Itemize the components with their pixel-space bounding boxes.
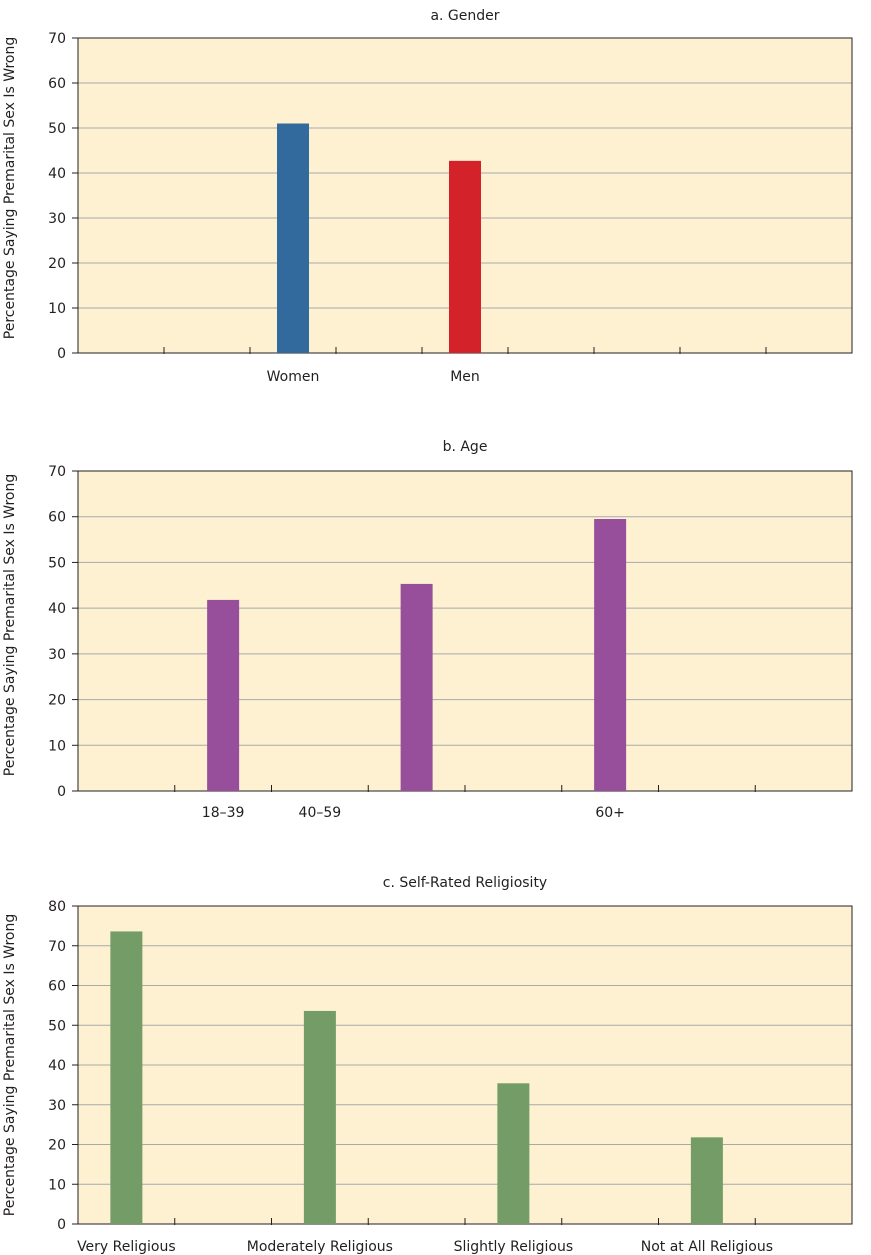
- y-tick-label: 30: [48, 647, 66, 663]
- y-tick-label: 40: [48, 601, 66, 617]
- bar-women: [277, 123, 309, 353]
- y-tick-label: 50: [48, 1018, 66, 1034]
- y-tick-label: 10: [48, 738, 66, 754]
- category-label: Slightly Religious: [454, 1239, 574, 1255]
- y-tick-label: 50: [48, 121, 66, 137]
- y-tick-label: 70: [48, 464, 66, 480]
- chart-panel-2: 0 10 20 30 40 50 60 70 18–39 40–59 60+ b. Age Percen…: [2, 439, 853, 821]
- category-label: 40–59: [299, 805, 342, 821]
- y-tick-label: 80: [48, 899, 66, 915]
- category-label: Women: [267, 369, 320, 385]
- category-label: 60+: [595, 805, 625, 821]
- y-tick-label: 30: [48, 211, 66, 227]
- bar-moderately-religious: [303, 1010, 336, 1224]
- bar-18-39: [207, 599, 240, 791]
- y-tick-label: 0: [57, 784, 66, 800]
- bar-not-at-all-religious: [690, 1137, 723, 1224]
- y-tick-label: 30: [48, 1098, 66, 1114]
- chart-panel-3: 0 10 20 30 40 50 60 70 80 Very Religious Moderatel…: [2, 875, 853, 1255]
- y-tick-label: 0: [57, 1217, 66, 1233]
- chart-title: b. Age: [443, 439, 488, 455]
- chart-panel-1: 0 10 20 30 40 50 60 70 Women Men a. Gender Percenta…: [2, 8, 853, 385]
- y-tick-label: 70: [48, 939, 66, 955]
- y-axis-label: Percentage Saying Premarital Sex Is Wron…: [2, 474, 18, 776]
- category-label: Very Religious: [77, 1239, 176, 1255]
- y-tick-label: 0: [57, 346, 66, 362]
- category-label: 18–39: [202, 805, 245, 821]
- y-tick-label: 20: [48, 693, 66, 709]
- bar-slightly-religious: [497, 1083, 530, 1224]
- y-axis-label: Percentage Saying Premarital Sex Is Wron…: [2, 914, 18, 1216]
- chart-title: a. Gender: [430, 8, 499, 24]
- y-tick-label: 70: [48, 31, 66, 47]
- y-axis-label: Percentage Saying Premarital Sex Is Wron…: [2, 37, 18, 339]
- bar-very-religious: [110, 931, 143, 1224]
- y-tick-label: 20: [48, 1138, 66, 1154]
- category-label: Not at All Religious: [641, 1239, 773, 1255]
- bar-40-59: [400, 583, 433, 791]
- y-tick-label: 40: [48, 166, 66, 182]
- y-tick-label: 40: [48, 1058, 66, 1074]
- y-tick-label: 50: [48, 555, 66, 571]
- y-tick-label: 10: [48, 301, 66, 317]
- y-tick-label: 60: [48, 510, 66, 526]
- chart-title: c. Self-Rated Religiosity: [383, 875, 547, 891]
- y-tick-label: 60: [48, 979, 66, 995]
- y-tick-label: 20: [48, 256, 66, 272]
- y-tick-label: 60: [48, 76, 66, 92]
- category-label: Men: [450, 369, 480, 385]
- bar-60-: [594, 519, 627, 791]
- plot-background: [78, 471, 852, 791]
- y-tick-label: 10: [48, 1177, 66, 1193]
- bar-men: [449, 160, 481, 353]
- category-label: Moderately Religious: [247, 1239, 393, 1255]
